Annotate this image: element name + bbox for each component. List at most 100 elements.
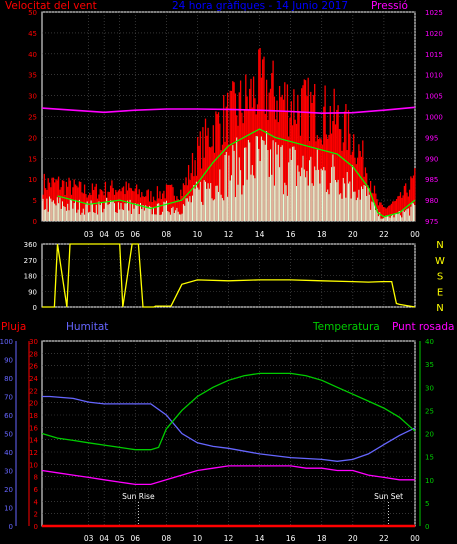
direction-tick-label: 0 bbox=[33, 304, 37, 312]
x-tick-label: 14 bbox=[255, 534, 265, 543]
wind-pressure-plot: 0510152025303540455097598098599099510001… bbox=[28, 9, 443, 239]
x-tick-label: 00 bbox=[410, 230, 420, 239]
rain-tick-label: 22 bbox=[29, 387, 38, 395]
rain-tick-label: 8 bbox=[34, 474, 38, 482]
right-tick-label: 995 bbox=[425, 134, 438, 142]
right-tick-label: 1005 bbox=[425, 93, 443, 101]
humidity-tick-label: 100 bbox=[0, 338, 13, 346]
rain-axis-label: Pluja bbox=[1, 321, 26, 333]
rain-tick-label: 26 bbox=[29, 363, 38, 371]
x-tick-label: 08 bbox=[162, 230, 172, 239]
left-tick-label: 5 bbox=[33, 197, 37, 205]
humidity-tick-label: 70 bbox=[4, 394, 13, 402]
pressure-axis-label: Pressió bbox=[371, 0, 408, 12]
rain-tick-label: 18 bbox=[29, 412, 38, 420]
compass-label: N bbox=[436, 303, 443, 314]
rain-tick-label: 28 bbox=[29, 350, 38, 358]
left-tick-label: 30 bbox=[28, 93, 37, 101]
temperature-tick-label: 5 bbox=[425, 500, 429, 508]
x-tick-label: 12 bbox=[224, 534, 234, 543]
right-tick-label: 1020 bbox=[425, 30, 443, 38]
x-tick-label: 05 bbox=[115, 534, 125, 543]
chart-title: 24 hora gràfiques - 14 Junio 2017 bbox=[172, 0, 348, 12]
humidity-line bbox=[42, 395, 416, 462]
x-tick-label: 06 bbox=[130, 534, 140, 543]
left-tick-label: 20 bbox=[28, 134, 37, 142]
left-tick-label: 40 bbox=[28, 51, 37, 59]
sunrise-label: Sun Rise bbox=[122, 492, 155, 501]
sunset-label: Sun Set bbox=[374, 492, 403, 501]
right-tick-label: 1015 bbox=[425, 51, 443, 59]
left-tick-label: 25 bbox=[28, 114, 37, 122]
humidity-tick-label: 0 bbox=[9, 523, 13, 531]
left-tick-label: 10 bbox=[28, 176, 37, 184]
average-wind-line bbox=[57, 128, 416, 218]
rain-tick-label: 4 bbox=[34, 498, 39, 506]
x-tick-label: 06 bbox=[130, 230, 140, 239]
humidity-tick-label: 30 bbox=[4, 468, 13, 476]
rain-tick-label: 10 bbox=[29, 461, 38, 469]
temperature-tick-label: 0 bbox=[425, 523, 429, 531]
right-tick-label: 1000 bbox=[425, 114, 443, 122]
rain-tick-label: 0 bbox=[34, 523, 38, 531]
wind-axis-label: Velocitat del vent bbox=[5, 0, 97, 12]
rain-tick-label: 6 bbox=[34, 486, 39, 494]
x-tick-label: 18 bbox=[317, 230, 327, 239]
temperature-tick-label: 35 bbox=[425, 361, 434, 369]
temperature-tick-label: 20 bbox=[425, 431, 434, 439]
temperature-tick-label: 10 bbox=[425, 477, 434, 485]
humidity-tick-label: 40 bbox=[4, 449, 13, 457]
direction-tick-label: 180 bbox=[24, 273, 37, 281]
right-tick-label: 975 bbox=[425, 218, 438, 226]
rain-tick-label: 30 bbox=[29, 338, 38, 346]
x-tick-label: 05 bbox=[115, 230, 125, 239]
left-tick-label: 50 bbox=[28, 9, 37, 17]
compass-label: E bbox=[437, 287, 443, 298]
rain-tick-label: 24 bbox=[29, 375, 38, 383]
rain-tick-label: 2 bbox=[34, 511, 38, 519]
x-tick-label: 03 bbox=[84, 230, 94, 239]
left-tick-label: 15 bbox=[28, 155, 37, 163]
x-tick-label: 10 bbox=[193, 230, 203, 239]
x-tick-label: 03 bbox=[84, 534, 94, 543]
x-tick-label: 12 bbox=[224, 230, 234, 239]
pressure-line bbox=[41, 106, 416, 115]
right-tick-label: 1010 bbox=[425, 72, 443, 80]
left-tick-label: 35 bbox=[28, 72, 37, 80]
x-tick-label: 10 bbox=[193, 534, 203, 543]
x-tick-label: 00 bbox=[410, 534, 420, 543]
direction-tick-label: 270 bbox=[24, 257, 37, 265]
right-tick-label: 985 bbox=[425, 176, 438, 184]
rain-tick-label: 20 bbox=[29, 400, 38, 408]
direction-tick-label: 90 bbox=[28, 288, 37, 296]
rain-tick-label: 12 bbox=[29, 449, 38, 457]
right-tick-label: 1025 bbox=[425, 9, 443, 17]
x-tick-label: 04 bbox=[99, 230, 109, 239]
temperature-tick-label: 30 bbox=[425, 384, 434, 392]
left-tick-label: 0 bbox=[33, 218, 37, 226]
temperature-tick-label: 25 bbox=[425, 407, 434, 415]
direction-line bbox=[42, 243, 416, 308]
humidity-tick-label: 90 bbox=[4, 357, 13, 365]
left-tick-label: 45 bbox=[28, 30, 37, 38]
x-tick-label: 22 bbox=[379, 534, 389, 543]
x-tick-label: 20 bbox=[348, 230, 358, 239]
x-tick-label: 04 bbox=[99, 534, 109, 543]
x-tick-label: 14 bbox=[255, 230, 265, 239]
temperature-line bbox=[41, 372, 416, 451]
temperature-axis-label: Temperatura bbox=[312, 321, 380, 333]
humidity-tick-label: 10 bbox=[4, 505, 13, 513]
compass-label: S bbox=[437, 272, 443, 283]
humidity-axis-label: Humitat bbox=[66, 321, 108, 333]
compass-label: N bbox=[436, 240, 443, 251]
dewpoint-line bbox=[41, 465, 415, 486]
humidity-tick-label: 80 bbox=[4, 375, 13, 383]
humidity-tick-label: 60 bbox=[4, 412, 13, 420]
right-tick-label: 980 bbox=[425, 197, 438, 205]
x-tick-label: 20 bbox=[348, 534, 358, 543]
x-tick-label: 16 bbox=[286, 534, 296, 543]
dewpoint-axis-label: Punt rosada bbox=[392, 321, 454, 333]
